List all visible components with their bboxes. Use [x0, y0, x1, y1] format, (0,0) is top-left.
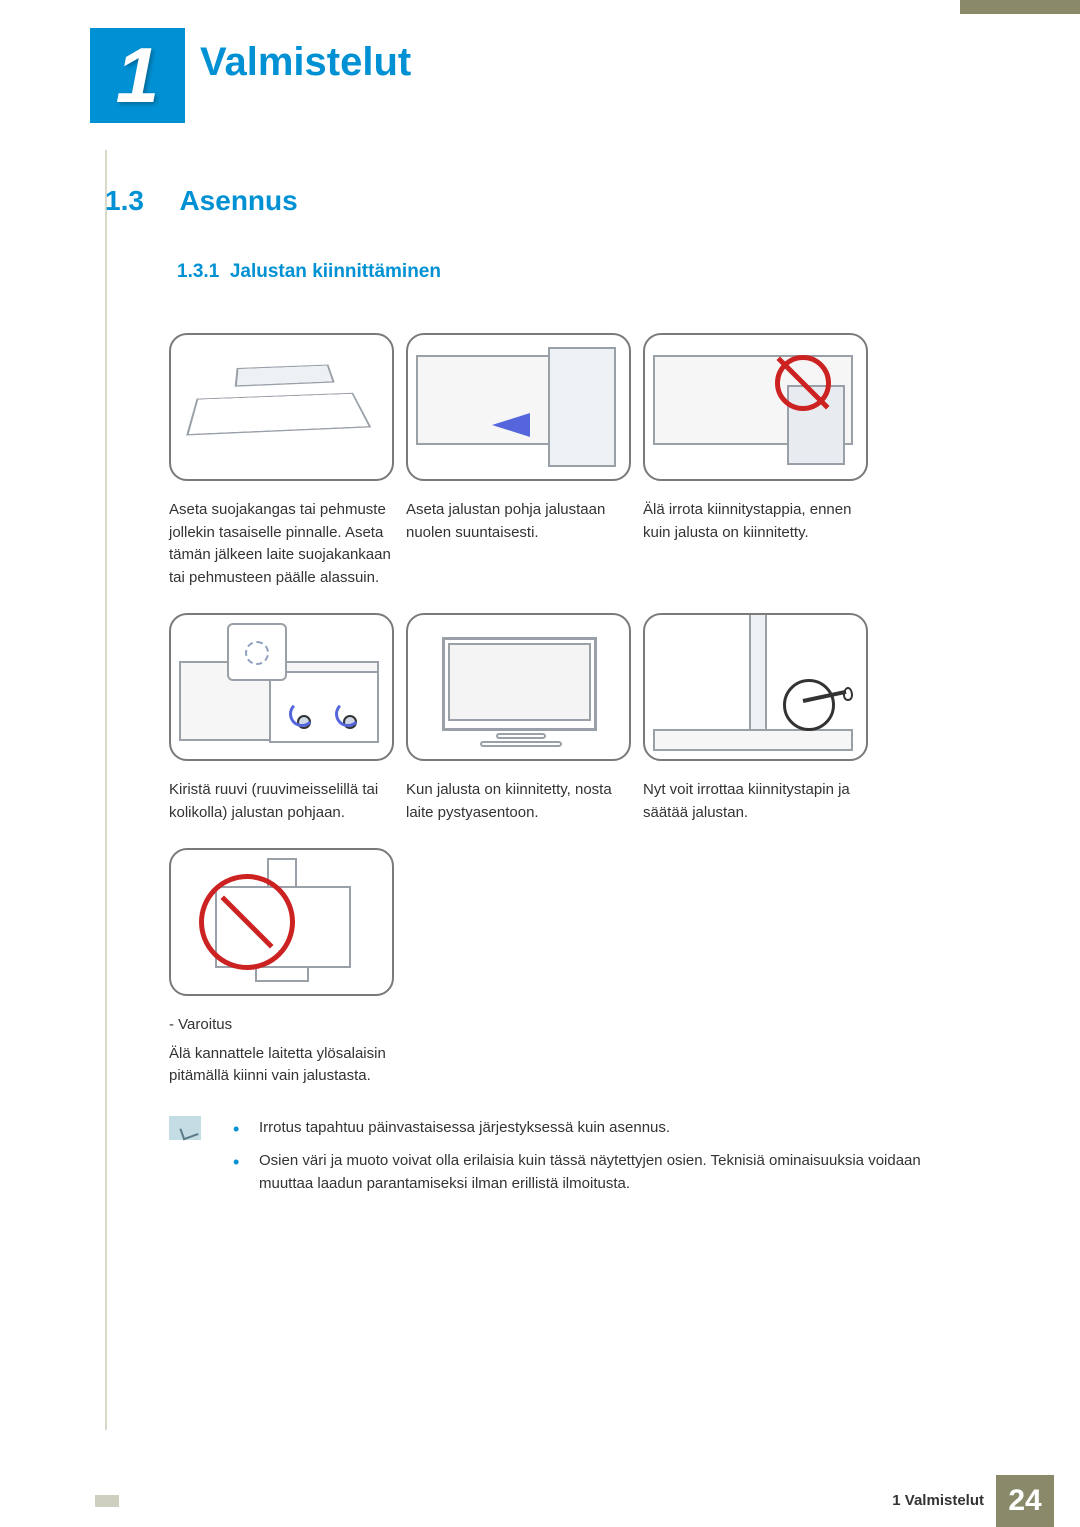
footer: 1 Valmistelut 24 [0, 1483, 1080, 1527]
page-number: 24 [996, 1475, 1054, 1527]
step-diagram-warning [169, 848, 394, 996]
step-caption: Nyt voit irrottaa kiinnitystapin ja säät… [643, 779, 868, 824]
chapter-badge: 1 [90, 28, 185, 123]
warning-text: Älä kannattele laitetta ylösalaisin pitä… [169, 1043, 394, 1088]
step-caption: Kun jalusta on kiinnitetty, nosta laite … [406, 779, 631, 824]
step: Älä irrota kiinnitystappia, ennen kuin j… [643, 333, 868, 589]
notes-block: Irrotus tapahtuu päinvastaisessa järjest… [169, 1116, 975, 1206]
step-diagram-1 [169, 333, 394, 481]
footer-accent [95, 1495, 119, 1507]
subsection-title: Jalustan kiinnittäminen [230, 261, 441, 282]
step-diagram-3 [643, 333, 868, 481]
note-item: Irrotus tapahtuu päinvastaisessa järjest… [227, 1116, 975, 1139]
note-list: Irrotus tapahtuu päinvastaisessa järjest… [227, 1116, 975, 1206]
note-item: Osien väri ja muoto voivat olla erilaisi… [227, 1149, 975, 1196]
note-icon [169, 1116, 201, 1140]
section-number: 1.3 [105, 185, 175, 217]
step-diagram-2 [406, 333, 631, 481]
steps-grid: Aseta suojakangas tai pehmuste jollekin … [169, 333, 975, 1088]
prohibit-icon [775, 355, 831, 411]
step: Aseta jalustan pohja jalustaan nuolen su… [406, 333, 631, 589]
step-diagram-4 [169, 613, 394, 761]
step: Kun jalusta on kiinnitetty, nosta laite … [406, 613, 631, 824]
chapter-number: 1 [116, 30, 159, 121]
section-title: Asennus [179, 185, 297, 216]
warning-prefix: - Varoitus [169, 1014, 394, 1037]
step-diagram-6 [643, 613, 868, 761]
step-caption: Älä irrota kiinnitystappia, ennen kuin j… [643, 499, 868, 544]
step-caption: Kiristä ruuvi (ruuvimeisselillä tai koli… [169, 779, 394, 824]
page-content: 1.3 Asennus 1.3.1 Jalustan kiinnittämine… [105, 185, 975, 1205]
chapter-title: Valmistelut [200, 40, 411, 85]
step-diagram-5 [406, 613, 631, 761]
step: Nyt voit irrottaa kiinnitystapin ja säät… [643, 613, 868, 824]
prohibit-icon [199, 874, 295, 970]
section-heading: 1.3 Asennus [105, 185, 975, 217]
footer-label: 1 Valmistelut [892, 1492, 984, 1509]
step-caption: Aseta suojakangas tai pehmuste jollekin … [169, 499, 394, 589]
step-warning: - Varoitus Älä kannattele laitetta ylösa… [169, 848, 394, 1088]
step: Kiristä ruuvi (ruuvimeisselillä tai koli… [169, 613, 394, 824]
step: Aseta suojakangas tai pehmuste jollekin … [169, 333, 394, 589]
subsection-number: 1.3.1 [177, 261, 219, 282]
header-accent-bar [960, 0, 1080, 14]
step-caption: Aseta jalustan pohja jalustaan nuolen su… [406, 499, 631, 544]
subsection-heading: 1.3.1 Jalustan kiinnittäminen [177, 261, 975, 283]
